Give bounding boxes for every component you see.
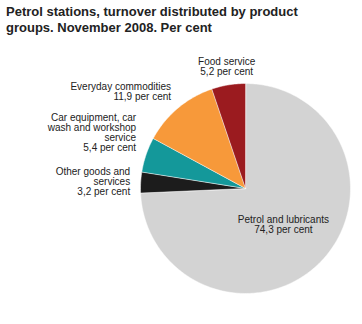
svg-text:Everyday commodities11,9 per c: Everyday commodities11,9 per cent <box>70 81 171 102</box>
svg-text:Car equipment, carwash and wor: Car equipment, carwash and workshopservi… <box>47 112 137 153</box>
svg-text:Food service5,2 per cent: Food service5,2 per cent <box>198 56 256 77</box>
svg-text:Other goods andservices3,2 per: Other goods andservices3,2 per cent <box>56 166 131 197</box>
svg-text:Petrol and lubricants74,3 per: Petrol and lubricants74,3 per cent <box>238 214 329 235</box>
html-text:Petrol stations, turnover dist: Petrol stations, turnover distributed by… <box>6 4 298 35</box>
